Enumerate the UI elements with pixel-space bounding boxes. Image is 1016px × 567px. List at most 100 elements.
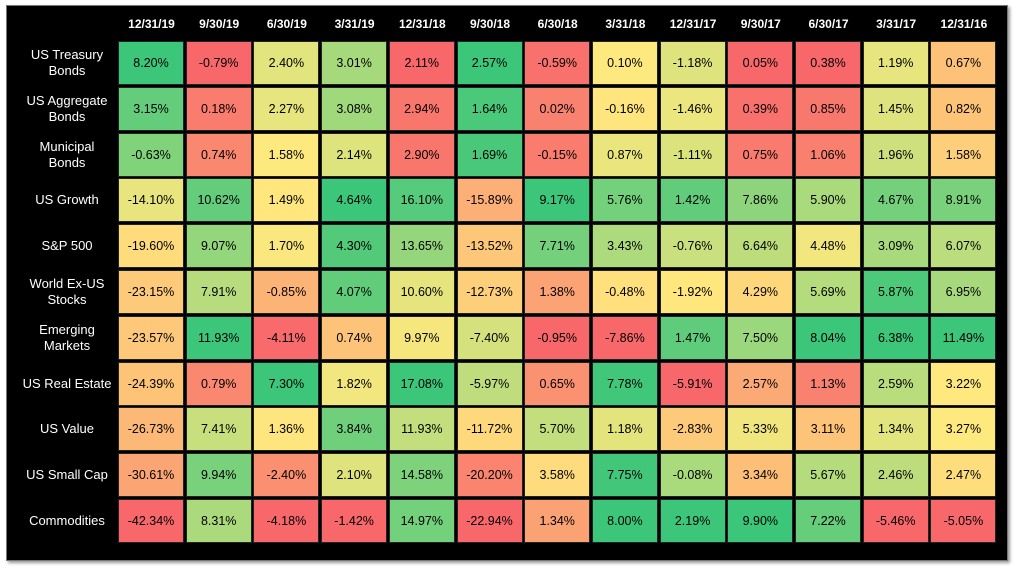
- heatmap-cell: -14.10%: [118, 178, 184, 223]
- heatmap-cell: 8.91%: [930, 178, 997, 223]
- heatmap-cell: 1.47%: [659, 315, 726, 360]
- heatmap-cell: 1.19%: [862, 41, 929, 85]
- heatmap-cell: 0.85%: [795, 86, 861, 131]
- row-label: S&P 500: [41, 238, 93, 254]
- heatmap-cell: 2.11%: [388, 41, 455, 85]
- heatmap-cell: -0.79%: [185, 41, 252, 85]
- heatmap-cell: 3.84%: [321, 407, 388, 452]
- heatmap-cell: 0.39%: [727, 86, 794, 131]
- heatmap-cell: 8.31%: [185, 499, 252, 543]
- heatmap-cell: -26.73%: [118, 407, 184, 452]
- heatmap-cell: 3.11%: [795, 407, 861, 452]
- column-header: 9/30/18: [469, 17, 511, 31]
- heatmap-cell: 13.65%: [388, 224, 455, 269]
- heatmap-cell: 0.65%: [524, 361, 591, 406]
- heatmap-cell: 2.46%: [862, 453, 929, 498]
- heatmap-cell: 16.10%: [388, 178, 455, 223]
- row-label: US Growth: [35, 192, 99, 208]
- column-header: 12/31/18: [398, 17, 446, 31]
- heatmap-cell: 7.75%: [591, 453, 658, 498]
- heatmap-cell: 1.13%: [795, 361, 861, 406]
- heatmap-cell: -1.11%: [659, 132, 726, 177]
- heatmap-cell: -0.59%: [524, 41, 591, 85]
- heatmap-cell: 1.58%: [253, 132, 320, 177]
- heatmap-cell: 9.94%: [185, 453, 252, 498]
- heatmap-cell: 1.45%: [862, 86, 929, 131]
- heatmap-cell: 3.08%: [321, 86, 388, 131]
- heatmap-cell: 7.22%: [795, 499, 861, 543]
- column-header: 3/31/19: [334, 17, 375, 31]
- heatmap-cell: 3.09%: [862, 224, 929, 269]
- row-label: US Aggregate Bonds: [26, 92, 108, 124]
- heatmap-cell: -11.72%: [456, 407, 523, 452]
- heatmap-cell: -7.40%: [456, 315, 523, 360]
- heatmap-cell: 2.40%: [253, 41, 320, 85]
- heatmap-cell: -0.63%: [118, 132, 184, 177]
- heatmap-cell: -23.15%: [118, 270, 184, 314]
- column-header: 6/30/19: [266, 17, 307, 31]
- heatmap-cell: 6.64%: [727, 224, 794, 269]
- heatmap-cell: 4.48%: [795, 224, 861, 269]
- heatmap-cell: -0.95%: [524, 315, 591, 360]
- heatmap-cell: 5.67%: [795, 453, 861, 498]
- heatmap-cell: 14.97%: [388, 499, 455, 543]
- heatmap-cell: 11.93%: [388, 407, 455, 452]
- heatmap-cell: 8.04%: [795, 315, 861, 360]
- heatmap-cell: 0.74%: [321, 315, 388, 360]
- heatmap-cell: 5.33%: [727, 407, 794, 452]
- heatmap-cell: 1.70%: [253, 224, 320, 269]
- heatmap-cell: 7.50%: [727, 315, 794, 360]
- heatmap-cell: -23.57%: [118, 315, 184, 360]
- heatmap-cell: 10.60%: [388, 270, 455, 314]
- heatmap-cell: 0.74%: [185, 132, 252, 177]
- heatmap-cell: 0.82%: [930, 86, 997, 131]
- heatmap-cell: 2.94%: [388, 86, 455, 131]
- heatmap-cell: 5.87%: [862, 270, 929, 314]
- heatmap-cell: 2.10%: [321, 453, 388, 498]
- heatmap-cell: 3.15%: [118, 86, 184, 131]
- heatmap-cell: 0.38%: [795, 41, 861, 85]
- heatmap-cell: 11.93%: [185, 315, 252, 360]
- heatmap-cell: 4.30%: [321, 224, 388, 269]
- heatmap-cell: 3.27%: [930, 407, 997, 452]
- heatmap-cell: 8.00%: [591, 499, 658, 543]
- heatmap-cell: 0.79%: [185, 361, 252, 406]
- heatmap-cell: -5.91%: [659, 361, 726, 406]
- heatmap-cell: 4.07%: [321, 270, 388, 314]
- heatmap-cell: 10.62%: [185, 178, 252, 223]
- row-label: Emerging Markets: [39, 321, 95, 353]
- heatmap-cell: -0.16%: [591, 86, 658, 131]
- heatmap-cell: 7.41%: [185, 407, 252, 452]
- row-label: US Real Estate: [22, 375, 112, 391]
- heatmap-cell: 3.01%: [321, 41, 388, 85]
- heatmap-cell: 5.70%: [524, 407, 591, 452]
- heatmap-cell: -2.40%: [253, 453, 320, 498]
- heatmap-cell: 0.10%: [591, 41, 658, 85]
- heatmap-cell: -7.86%: [591, 315, 658, 360]
- column-header: 12/31/17: [669, 17, 717, 31]
- heatmap-cell: 5.69%: [795, 270, 861, 314]
- column-header: 6/30/18: [537, 17, 578, 31]
- heatmap-cell: -0.08%: [659, 453, 726, 498]
- heatmap-cell: 2.57%: [456, 41, 523, 85]
- heatmap-cell: 3.43%: [591, 224, 658, 269]
- heatmap-cell: 1.34%: [524, 499, 591, 543]
- heatmap-cell: 6.95%: [930, 270, 997, 314]
- heatmap-cell: -4.11%: [253, 315, 320, 360]
- row-label: US Treasury Bonds: [30, 47, 104, 78]
- heatmap-cell: 0.05%: [727, 41, 794, 85]
- heatmap-cell: -2.83%: [659, 407, 726, 452]
- heatmap-cell: -42.34%: [118, 499, 184, 543]
- row-label: Municipal Bonds: [39, 138, 95, 170]
- heatmap-cell: 1.58%: [930, 132, 997, 177]
- row-label: World Ex-US Stocks: [29, 276, 105, 307]
- heatmap-cell: 14.58%: [388, 453, 455, 498]
- column-header: 12/31/19: [128, 17, 175, 31]
- heatmap-cell: 1.49%: [253, 178, 320, 223]
- heatmap-cell: 6.07%: [930, 224, 997, 269]
- heatmap-cell: -1.46%: [659, 86, 726, 131]
- heatmap-cell: -0.15%: [524, 132, 591, 177]
- heatmap-cell: 2.90%: [388, 132, 455, 177]
- heatmap-cell: 7.30%: [253, 361, 320, 406]
- heatmap-cell: 5.90%: [795, 178, 861, 223]
